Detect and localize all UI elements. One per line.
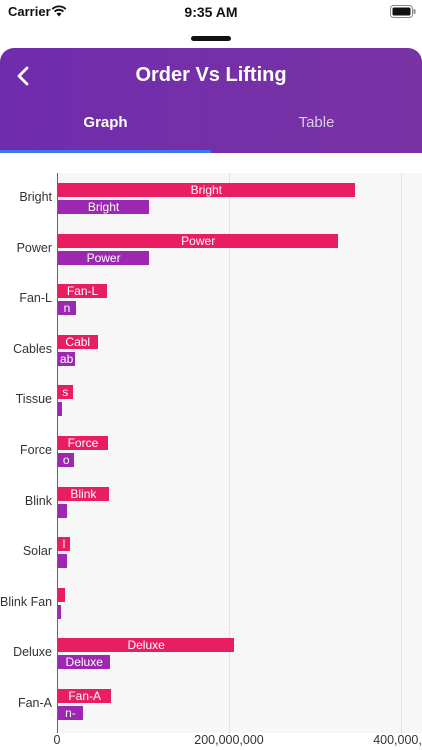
bar-data-label: Bright — [87, 200, 120, 214]
x-tick-label: 400,000,0 — [373, 733, 422, 747]
lifting-bar[interactable]: ab — [58, 351, 76, 366]
wifi-icon — [51, 5, 67, 17]
chevron-left-icon — [17, 66, 29, 86]
app-bar: Order Vs Lifting Graph Table — [0, 48, 422, 153]
battery-icon — [390, 5, 416, 18]
back-button[interactable] — [10, 62, 38, 90]
status-bar: Carrier 9:35 AM — [0, 0, 422, 24]
tab-label: Table — [298, 114, 335, 131]
grid-line — [401, 173, 402, 733]
y-axis-line — [57, 173, 58, 733]
order-bar[interactable]: l — [58, 537, 71, 552]
bar-data-label: Power — [181, 233, 216, 248]
bar-data-label: l — [62, 537, 66, 552]
bar-data-label: ab — [59, 351, 74, 366]
grid-line — [229, 173, 230, 733]
bar-data-label: s — [62, 385, 69, 400]
bar-data-label: Cabl — [65, 334, 91, 349]
x-tick-label: 200,000,000 — [194, 733, 264, 747]
category-label: Cables — [13, 341, 52, 356]
category-label: Tissue — [15, 392, 52, 407]
order-bar[interactable]: s — [58, 385, 73, 400]
bar-chart: Bright Bright Bright Power Power Power Fan-L Fa… — [0, 153, 422, 750]
tab-table[interactable]: Table — [211, 114, 422, 153]
bar-data-label: o — [62, 453, 70, 467]
category-label: Bright — [19, 190, 52, 204]
category-label: Blink Fan — [0, 594, 53, 609]
order-bar[interactable]: Bright — [58, 183, 355, 197]
bar-data-label: n- — [65, 706, 76, 720]
tab-indicator — [0, 150, 211, 153]
bar-data-label: Blink — [70, 486, 97, 501]
x-tick-label: 0 — [53, 733, 61, 747]
status-time: 9:35 AM — [184, 4, 238, 20]
category-label: Solar — [22, 544, 52, 559]
order-bar[interactable] — [58, 587, 65, 602]
order-bar[interactable]: Force — [58, 436, 108, 450]
lifting-bar[interactable] — [58, 554, 67, 569]
lifting-bar[interactable]: Power — [58, 250, 150, 265]
order-bar[interactable]: Blink — [58, 486, 109, 501]
lifting-bar[interactable] — [58, 402, 63, 417]
order-bar[interactable]: Fan-L — [58, 284, 108, 299]
lifting-bar[interactable]: n — [58, 301, 77, 316]
sheet-grabber[interactable] — [191, 36, 231, 41]
lifting-bar[interactable] — [58, 503, 68, 518]
tab-label: Graph — [83, 114, 128, 131]
lifting-bar[interactable]: Bright — [58, 200, 150, 214]
bar-data-label: Force — [67, 436, 99, 450]
category-label: Deluxe — [13, 645, 52, 660]
order-bar[interactable]: Power — [58, 233, 339, 248]
bar-data-label: n — [63, 301, 71, 316]
category-label: Power — [16, 240, 52, 255]
category-label: Force — [20, 443, 52, 457]
carrier-label: Carrier — [8, 4, 51, 19]
order-bar[interactable]: Fan-A — [58, 689, 112, 703]
lifting-bar[interactable]: Deluxe — [58, 655, 111, 670]
bar-data-label: Deluxe — [65, 655, 103, 670]
category-label: Fan-A — [17, 696, 52, 710]
page-title: Order Vs Lifting — [135, 64, 287, 86]
bar-data-label: Fan-L — [66, 284, 99, 299]
bar-data-label: Deluxe — [127, 638, 165, 653]
bar-data-label: Bright — [190, 183, 223, 197]
tab-graph[interactable]: Graph — [0, 114, 211, 153]
order-bar[interactable]: Cabl — [58, 334, 98, 349]
order-bar[interactable]: Deluxe — [58, 638, 235, 653]
bar-data-label: Power — [86, 250, 121, 265]
category-label: Fan-L — [19, 291, 52, 306]
lifting-bar[interactable]: o — [58, 453, 75, 467]
category-label: Blink — [24, 493, 52, 508]
lifting-bar[interactable]: n- — [58, 706, 83, 720]
bar-data-label: Fan-A — [68, 689, 101, 703]
lifting-bar[interactable] — [58, 604, 62, 619]
